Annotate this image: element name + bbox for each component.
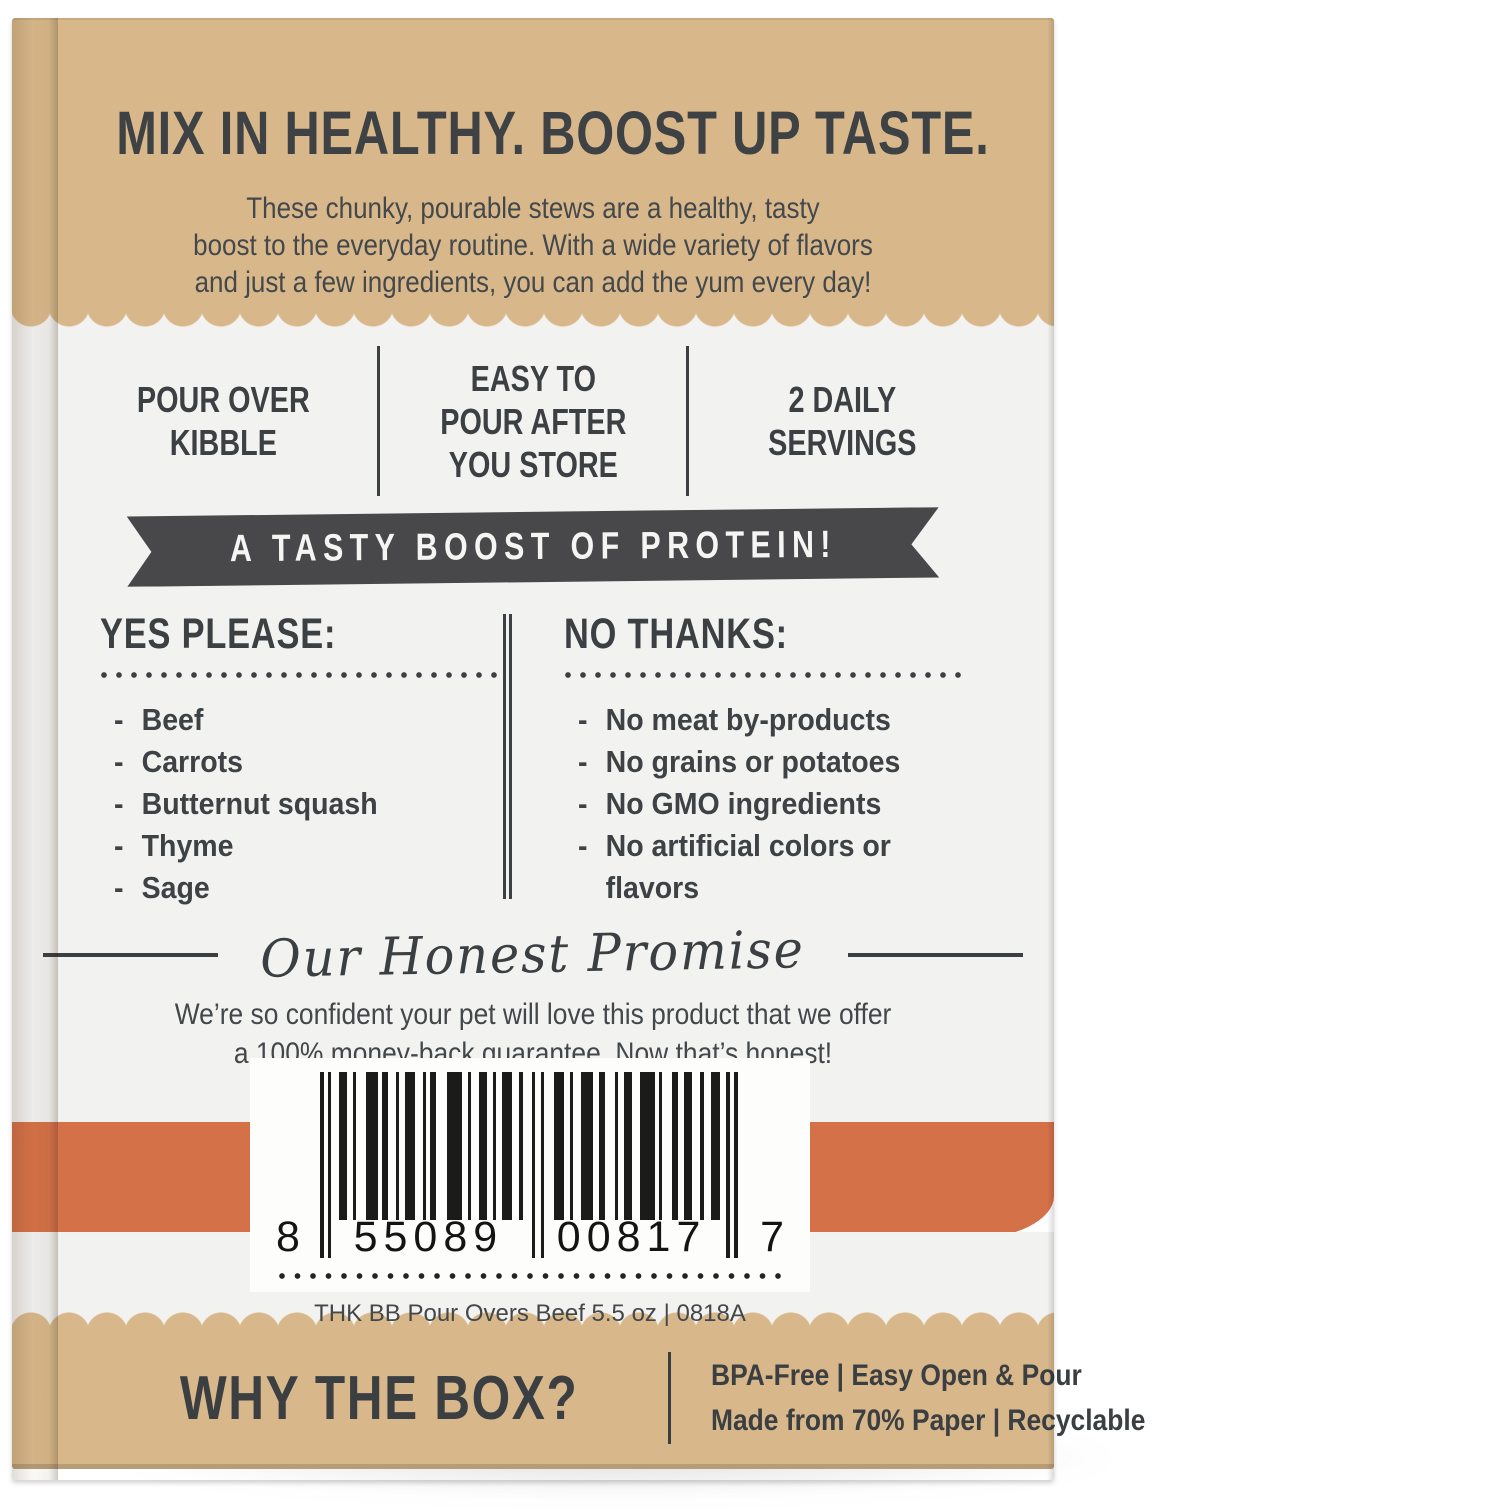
yes-please-heading: YES PLEASE: (100, 610, 503, 659)
yes-please-column: YES PLEASE: Beef Carrots Butternut squas… (100, 610, 503, 909)
dotted-rule (563, 671, 966, 679)
barcode-bar (599, 1072, 605, 1220)
upc-digits-group2: 00817 (556, 1213, 707, 1261)
dash-rule-right (847, 953, 1023, 957)
intro-paragraph: These chunky, pourable stews are a healt… (12, 190, 1054, 301)
no-thanks-column: NO THANKS: No meat by-products No grains… (512, 610, 967, 909)
dash-rule-left (43, 953, 219, 957)
honest-promise-script-text: Our Honest Promise (260, 920, 806, 990)
ribbon-text: A TASTY BOOST OF PROTEIN! (229, 523, 837, 570)
barcode-bar (396, 1072, 399, 1220)
product-box-back-panel: MIX IN HEALTHY. BOOST UP TASTE. These ch… (12, 18, 1146, 1480)
footer-divider (668, 1352, 672, 1444)
barcode-label: 8 55089 00817 7 (250, 1058, 810, 1292)
why-the-box-heading: WHY THE BOX? (130, 1363, 628, 1434)
barcode-bars (320, 1072, 746, 1258)
barcode-caption: THK BB Pour Overs Beef 5.5 oz | 0818A (314, 1300, 746, 1327)
barcode-bar (366, 1072, 378, 1220)
barcode-bar (700, 1072, 704, 1220)
barcode-bar (479, 1072, 487, 1220)
barcode-bar (640, 1072, 655, 1220)
honest-promise-heading: Our Honest Promise (12, 920, 1054, 990)
barcode-bar (423, 1072, 426, 1220)
barcode-bar (532, 1072, 535, 1258)
yes-no-lists: YES PLEASE: Beef Carrots Butternut squas… (12, 584, 1054, 909)
list-item: Butternut squash (114, 783, 471, 825)
no-thanks-heading: NO THANKS: (564, 610, 967, 659)
list-item: No meat by-products (578, 699, 935, 741)
no-thanks-list: No meat by-products No grains or potatoe… (564, 699, 967, 909)
footer-claims: BPA-Free | Easy Open & Pour Made from 70… (711, 1353, 1205, 1443)
yes-please-list: Beef Carrots Butternut squash Thyme Sage (100, 699, 503, 909)
feature-pour-over-kibble: POUR OVER KIBBLE (76, 378, 371, 464)
no-thanks-heading-text: NO THANKS: (563, 610, 788, 658)
list-item: No grains or potatoes (578, 741, 935, 783)
feature-divider (686, 346, 690, 496)
upc-digit-right: 7 (760, 1213, 784, 1261)
footer-claim-line2: Made from 70% Paper | Recyclable (711, 1404, 1146, 1437)
footer-row: WHY THE BOX? BPA-Free | Easy Open & Pour… (12, 1326, 1146, 1444)
feature-label: EASY TO POUR AFTER YOU STORE (439, 357, 627, 485)
upc-barcode: 8 55089 00817 7 (276, 1072, 784, 1262)
feature-label: 2 DAILY SERVINGS (768, 379, 917, 463)
barcode-bar (447, 1072, 462, 1220)
feature-divider (376, 346, 380, 496)
barcode-bar (615, 1072, 618, 1220)
barcode-bar (353, 1072, 356, 1220)
dotted-rule (100, 671, 503, 679)
feature-easy-to-pour: EASY TO POUR AFTER YOU STORE (386, 357, 681, 486)
list-item: No artificial colors or flavors (578, 825, 935, 909)
barcode-bar (581, 1072, 593, 1220)
barcode-bar (726, 1072, 730, 1258)
barcode-bar (734, 1072, 738, 1258)
dotted-rule-barcode (278, 1272, 782, 1280)
ribbon-label: A TASTY BOOST OF PROTEIN! (153, 523, 912, 571)
barcode-bar (328, 1072, 331, 1258)
kraft-top-section: MIX IN HEALTHY. BOOST UP TASTE. These ch… (12, 18, 1054, 312)
feature-label: POUR OVER KIBBLE (136, 379, 310, 463)
feature-daily-servings: 2 DAILY SERVINGS (695, 378, 990, 464)
protein-ribbon-banner: A TASTY BOOST OF PROTEIN! (127, 507, 939, 587)
barcode-bar (468, 1072, 471, 1220)
headline: MIX IN HEALTHY. BOOST UP TASTE. (12, 98, 1054, 168)
feature-row: POUR OVER KIBBLE EASY TO POUR AFTER YOU … (12, 312, 1054, 496)
kraft-bottom-section: WHY THE BOX? BPA-Free | Easy Open & Pour… (12, 1307, 1146, 1469)
intro-text: These chunky, pourable stews are a healt… (193, 192, 873, 299)
barcode-bar (624, 1072, 632, 1220)
barcode-bar (659, 1072, 662, 1220)
barcode-bar (493, 1072, 496, 1220)
barcode-bar (502, 1072, 512, 1220)
list-item: No GMO ingredients (578, 783, 935, 825)
barcode-bar (320, 1072, 324, 1258)
barcode-bar (570, 1072, 573, 1220)
scallop-edge-top (12, 312, 1054, 332)
barcode-bar (405, 1072, 415, 1220)
white-middle-section: POUR OVER KIBBLE EASY TO POUR AFTER YOU … (12, 312, 1054, 1122)
yes-please-heading-text: YES PLEASE: (100, 610, 337, 658)
barcode-bar (339, 1072, 347, 1220)
double-rule-divider (502, 614, 512, 899)
promise-paragraph: We’re so confident your pet will love th… (12, 995, 1054, 1073)
list-item: Beef (114, 699, 471, 741)
barcode-bar (684, 1072, 692, 1220)
barcode-bar (430, 1072, 436, 1220)
upc-digit-left: 8 (276, 1213, 300, 1261)
list-item: Carrots (114, 741, 471, 783)
footer-claim-line1: BPA-Free | Easy Open & Pour (711, 1359, 1082, 1392)
barcode-bar (519, 1072, 523, 1220)
why-the-box-text: WHY THE BOX? (179, 1363, 579, 1433)
upc-digits-group1: 55089 (353, 1213, 504, 1261)
barcode-bar (554, 1072, 564, 1220)
barcode-bar (711, 1072, 720, 1220)
list-item: Thyme (114, 825, 471, 867)
headline-text: MIX IN HEALTHY. BOOST UP TASTE. (116, 99, 990, 167)
barcode-bar (382, 1072, 388, 1220)
barcode-bar (541, 1072, 544, 1258)
barcode-bar (672, 1072, 678, 1220)
list-item: Sage (114, 867, 471, 909)
promise-text: We’re so confident your pet will love th… (174, 998, 892, 1070)
scallop-edge-bottom (12, 1307, 1054, 1327)
